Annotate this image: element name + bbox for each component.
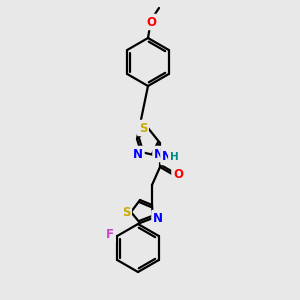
Text: N: N <box>154 148 164 160</box>
Text: H: H <box>169 152 178 162</box>
Text: F: F <box>106 229 114 242</box>
Text: S: S <box>139 122 147 134</box>
Text: N: N <box>153 212 163 224</box>
Text: N: N <box>162 151 172 164</box>
Text: S: S <box>122 206 130 218</box>
Text: O: O <box>146 16 156 28</box>
Text: O: O <box>173 167 183 181</box>
Text: N: N <box>133 148 143 160</box>
